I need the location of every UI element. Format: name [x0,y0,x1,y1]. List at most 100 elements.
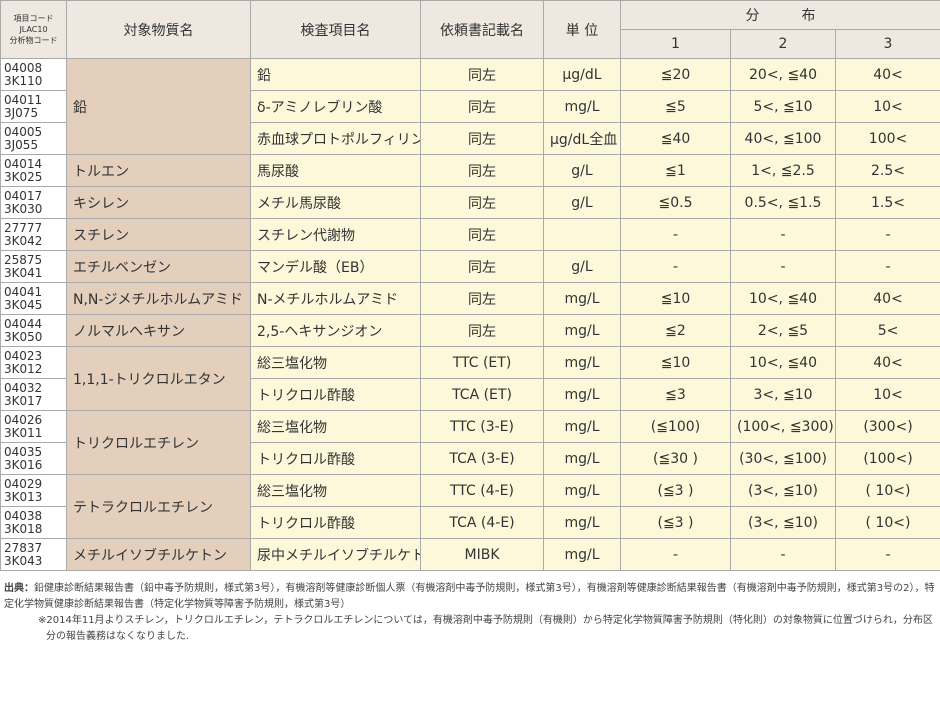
distribution-cell: 3<, ≦10 [730,378,836,411]
distribution-cell: (3<, ≦10) [730,474,836,507]
note-label: 出典： [4,583,34,594]
code-cell: 04029 3K013 [0,474,67,507]
code-line: 27777 [4,220,43,235]
code-line: 3K018 [4,521,43,536]
code-line: 3J075 [4,105,39,120]
code-line: 3K013 [4,489,43,504]
code-header-line: 分析物コード [9,36,58,45]
unit-cell: mg/L [543,282,621,315]
distribution-cell: - [620,538,731,571]
distribution-cell: - [730,218,836,251]
distribution-cell: 10<, ≦40 [730,346,836,379]
distribution-cell: ( 10<) [834,506,940,539]
code-cell: 04026 3K011 [0,410,67,443]
item-cell: 総三塩化物 [250,410,421,443]
distribution-cell: ≦10 [620,346,731,379]
header-cell: 検査項目名 [250,0,421,59]
distribution-cell: ( 10<) [834,474,940,507]
table-row: 278373K043メチルイソブチルケトン尿中メチルイソブチルケトンMIBKmg… [0,538,940,571]
item-cell: 総三塩化物 [250,474,421,507]
request-cell: 同左 [420,58,544,91]
table-row: 04038 3K018 トリクロル酢酸 TCA (4-E) mg/L (≦3 ) (3<, … [0,506,940,539]
request-cell: TCA (4-E) [420,506,544,539]
table-row: 04026 3K011 トリクロルエチレン 総三塩化物 TTC (3-E) mg/L (≦1… [0,410,940,475]
distribution-cell: 20<, ≦40 [730,58,836,91]
header-cell: 対象物質名 [66,0,251,59]
code-header: 項目コード JLAC10 分析物コード [0,0,67,59]
item-cell: 鉛 [250,58,421,91]
table-row: 27777 3K042 スチレン スチレン代謝物 同左 - - - [0,218,940,251]
table: 項目コード JLAC10 分析物コード 対象物質名 検査項目名 依頼書記載名 単 位… [0,0,940,571]
distribution-cell: ≦0.5 [620,186,731,219]
unit-cell: mg/L [543,314,621,347]
code-cell: 04035 3K016 [0,442,67,475]
distribution-cell: ≦20 [620,58,731,91]
note-source: 鉛健康診断結果報告書（鉛中毒予防規則，様式第3号），有機溶剤等健康診断個人票（有… [4,583,935,610]
unit-cell: mg/L [543,410,621,443]
distribution-cell: ≦40 [620,122,731,155]
request-cell: MIBK [420,538,544,571]
code-line: 3K025 [4,169,43,184]
distribution-cell: - [730,538,836,571]
request-cell: 同左 [420,250,544,283]
code-line: 25875 [4,252,43,267]
substance-cell: N,N-ジメチルホルムアミド [66,282,251,315]
distribution-cell: 10< [834,378,940,411]
distribution-cell: ≦5 [620,90,731,123]
request-cell: TTC (3-E) [420,410,544,443]
item-cell: N-メチルホルムアミド [250,282,421,315]
code-cell: 04008 3K110 [0,58,67,91]
table-row: 04044 3K050 ノルマルヘキサン 2,5-ヘキサンジオン 同左 mg/L ≦2 2<,… [0,314,940,347]
distribution-cell: 2<, ≦5 [730,314,836,347]
unit-cell: g/L [543,186,621,219]
code-line: 04011 [4,92,43,107]
table-row: 04041 3K045 N,N-ジメチルホルムアミド N-メチルホルムアミド 同左 mg/… [0,282,940,315]
item-cell: 赤血球プロトポルフィリン [250,122,421,155]
header-cell: 依頼書記載名 [420,0,544,59]
table-row: 04014 3K025 トルエン 馬尿酸 同左 g/L ≦1 1<, ≦2.5 2.5< [0,154,940,187]
distribution-cell: 1<, ≦2.5 [730,154,836,187]
distribution-cell: 1.5< [834,186,940,219]
substance-cell: ノルマルヘキサン [66,314,251,347]
distribution-cell: 5< [834,314,940,347]
unit-cell [543,218,621,251]
table-row: 04029 3K013 テトラクロルエチレン 総三塩化物 TTC (4-E) mg/L (≦… [0,474,940,539]
code-header-line: 項目コード [13,14,54,23]
code-line: 04017 [4,188,43,203]
code-line: 04005 [4,124,43,139]
distribution-cell: ≦10 [620,282,731,315]
table-row: 04011 3J075 δ-アミノレブリン酸 同左 mg/L ≦5 5<, ≦10 10< [0,90,940,123]
code-cell: 04032 3K017 [0,378,67,411]
distribution-cell: - [834,538,940,571]
substance-cell: スチレン [66,218,251,251]
distribution-cell: - [730,250,836,283]
code-line: 3K043 [4,553,43,568]
distribution-cell: - [620,218,731,251]
code-cell: 04023 3K012 [0,346,67,379]
item-cell: 馬尿酸 [250,154,421,187]
code-line: 3K041 [4,265,43,280]
code-line: 04035 [4,444,43,459]
code-line: 3K050 [4,329,43,344]
note-remark: ※2014年11月よりスチレン，トリクロルエチレン，テトラクロルエチレンについて… [38,615,933,642]
substance-cell: 鉛 [66,58,251,155]
code-line: 04014 [4,156,43,171]
table-header: 項目コード JLAC10 分析物コード 対象物質名 検査項目名 依頼書記載名 単 位… [0,0,940,59]
header-cell: 分 布 [619,0,940,30]
item-cell: δ-アミノレブリン酸 [250,90,421,123]
request-cell: 同左 [420,282,544,315]
unit-cell: mg/L [543,90,621,123]
code-header-line: JLAC10 [19,25,48,34]
item-cell: 総三塩化物 [250,346,421,379]
item-cell: スチレン代謝物 [250,218,421,251]
distribution-cell: 10<, ≦40 [730,282,836,315]
code-line: 3J055 [4,137,39,152]
table-row: 04008 3K110 鉛鉛同左 μg/dL ≦20 20<, ≦40 40< [0,58,940,155]
distribution-cell: - [620,250,731,283]
code-line: 04032 [4,380,43,395]
substance-cell: テトラクロルエチレン [66,474,251,539]
code-cell: 04017 3K030 [0,186,67,219]
request-cell: TCA (ET) [420,378,544,411]
table-row: 04023 3K012 1,1,1-トリクロルエタン 総三塩化物 TTC (ET) mg/… [0,346,940,411]
